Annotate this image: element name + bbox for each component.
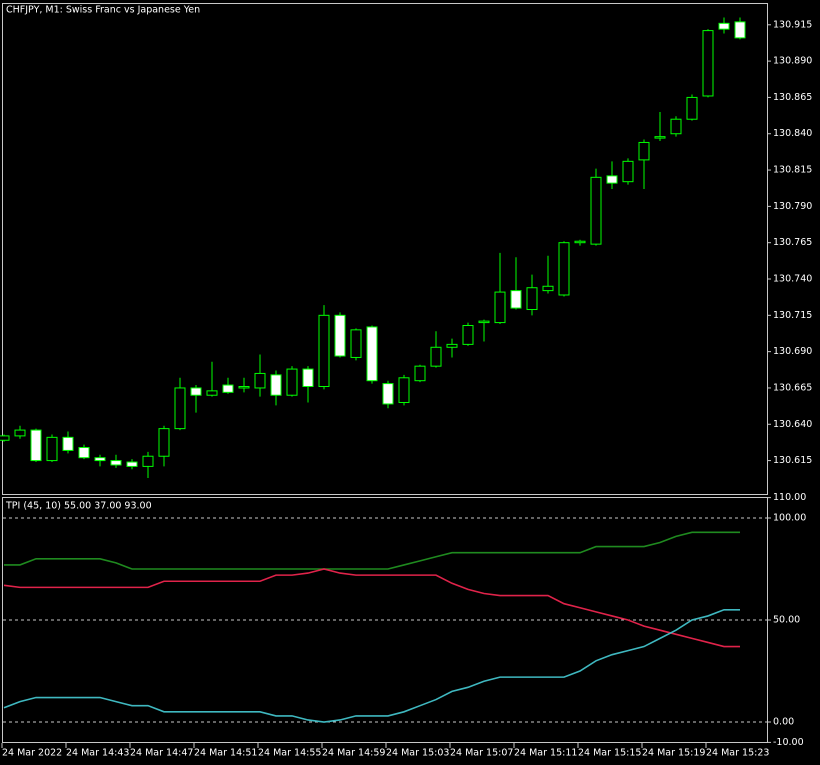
- y-tick-label: 130.740: [773, 274, 812, 285]
- candle-body: [446, 343, 458, 348]
- y-tick-label: 130.615: [773, 455, 812, 466]
- y-tick-label: -10.00: [773, 737, 804, 748]
- candle-body: [46, 436, 58, 462]
- candle-body: [94, 457, 106, 462]
- candle-body: [430, 346, 442, 367]
- candle-body: [206, 390, 218, 396]
- candle-body: [222, 384, 234, 393]
- candle-body: [78, 447, 90, 459]
- price-panel: [2, 3, 768, 495]
- y-tick-label: 110.00: [773, 492, 806, 503]
- candle-body: [302, 368, 314, 388]
- candle-body: [158, 428, 170, 457]
- candle-body: [110, 460, 122, 466]
- y-tick-label: 130.715: [773, 310, 812, 321]
- candle-body: [718, 22, 730, 30]
- candle-body: [254, 372, 266, 389]
- candle-body: [190, 387, 202, 396]
- x-tick-label: 24 Mar 15:03: [386, 748, 449, 759]
- candle-body: [686, 96, 698, 120]
- candle-body: [462, 324, 474, 345]
- candle-body: [0, 435, 10, 441]
- y-tick-label: 50.00: [773, 615, 800, 626]
- candle-body: [126, 461, 138, 467]
- x-tick-label: 24 Mar 14:43: [66, 748, 129, 759]
- candle-body: [14, 429, 26, 437]
- candle-body: [142, 455, 154, 467]
- candle-body: [622, 160, 634, 183]
- indicator-line: [4, 531, 740, 570]
- y-tick-label: 130.840: [773, 128, 812, 139]
- candle-body: [494, 291, 506, 324]
- indicator-line: [3, 609, 740, 723]
- x-tick-label: 24 Mar 15:11: [514, 748, 577, 759]
- y-tick-label: 130.640: [773, 419, 812, 430]
- candle-body: [174, 387, 186, 430]
- y-tick-label: 130.690: [773, 346, 812, 357]
- candle-body: [542, 285, 554, 292]
- candle-body: [382, 383, 394, 405]
- candle-body: [238, 386, 250, 389]
- x-tick-label: 24 Mar 15:07: [450, 748, 513, 759]
- indicator-title: TPI (45, 10) 55.00 37.00 93.00: [5, 501, 152, 512]
- y-tick-label: 130.790: [773, 201, 812, 212]
- candle-body: [590, 176, 602, 245]
- candle-body: [270, 374, 282, 396]
- x-tick-label: 24 Mar 15:19: [642, 748, 705, 759]
- candle-body: [350, 329, 362, 358]
- x-tick-label: 24 Mar 15:23: [706, 748, 769, 759]
- y-tick-label: 130.765: [773, 237, 812, 248]
- candle-body: [318, 314, 330, 388]
- candle-body: [414, 365, 426, 382]
- x-tick-label: 24 Mar 15:15: [578, 748, 641, 759]
- candle-body: [30, 429, 42, 462]
- y-tick-label: 130.665: [773, 382, 812, 393]
- candle-body: [510, 290, 522, 309]
- x-tick-label: 24 Mar 14:59: [322, 748, 385, 759]
- indicator-line: [3, 568, 740, 648]
- candle-body: [478, 320, 490, 324]
- candle-body: [670, 118, 682, 135]
- candle-body: [526, 287, 538, 311]
- y-tick-label: 130.865: [773, 92, 812, 103]
- candle-body: [638, 141, 650, 161]
- y-tick-label: 0.00: [773, 717, 794, 728]
- candle-body: [574, 240, 586, 244]
- chart-title: CHFJPY, M1: Swiss Franc vs Japanese Yen: [6, 5, 200, 16]
- candle-body: [286, 368, 298, 396]
- candle-body: [558, 242, 570, 296]
- x-tick-label: 24 Mar 14:55: [258, 748, 321, 759]
- y-tick-label: 130.890: [773, 56, 812, 67]
- candle-body: [62, 436, 74, 451]
- candle-body: [398, 377, 410, 403]
- x-tick-label: 24 Mar 14:51: [194, 748, 257, 759]
- candle-body: [654, 136, 666, 139]
- x-tick-label: 24 Mar 2022: [2, 748, 62, 759]
- y-tick-label: 100.00: [773, 513, 806, 524]
- candle-body: [734, 21, 746, 39]
- y-tick-label: 130.915: [773, 19, 812, 30]
- candle-body: [702, 30, 714, 97]
- x-tick-label: 24 Mar 14:47: [130, 748, 193, 759]
- y-tick-label: 130.815: [773, 165, 812, 176]
- candle-body: [366, 326, 378, 382]
- candle-body: [606, 175, 618, 184]
- candle-body: [334, 314, 346, 357]
